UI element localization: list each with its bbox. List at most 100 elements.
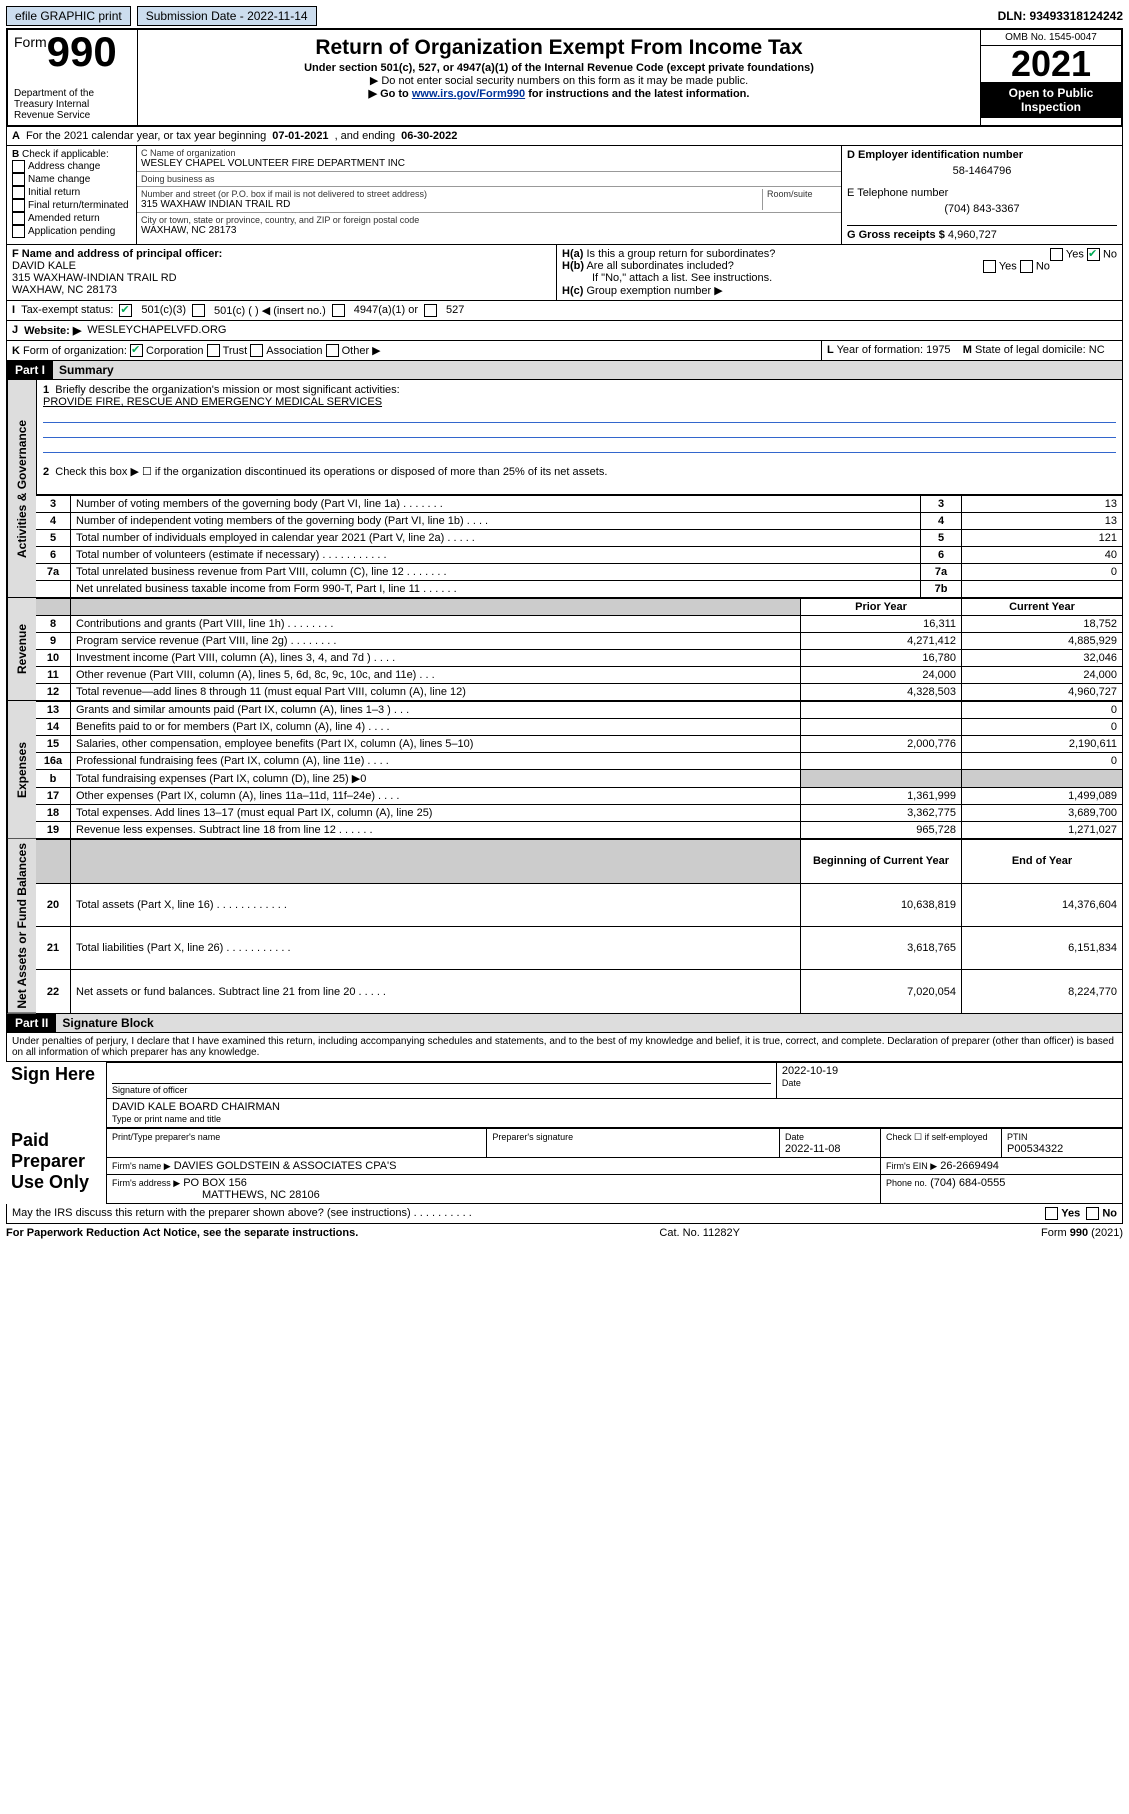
form-title: Return of Organization Exempt From Incom… (144, 36, 974, 60)
addr-lbl: Firm's address ▶ (112, 1178, 180, 1188)
dept-treasury: Department of the Treasury Internal Reve… (14, 88, 131, 121)
hb-yes[interactable] (983, 260, 996, 273)
opt-501c: 501(c) ( ) ◀ (insert no.) (214, 304, 326, 317)
sign-table: Sign Here Signature of officer 2022-10-1… (6, 1062, 1123, 1128)
opt-name: Name change (28, 174, 90, 185)
period-begin: 07-01-2021 (272, 130, 328, 142)
gov-table: 3Number of voting members of the governi… (36, 495, 1123, 598)
vlabel-gov: Activities & Governance (7, 380, 36, 598)
dn: No (1102, 1207, 1117, 1219)
firm-addr1: PO BOX 156 (183, 1177, 247, 1189)
chk-4947[interactable] (332, 304, 345, 317)
chk-pending[interactable] (12, 225, 25, 238)
discuss-txt: May the IRS discuss this return with the… (12, 1207, 472, 1219)
pdate: 2022-11-08 (785, 1143, 840, 1155)
chk-other[interactable] (326, 344, 339, 357)
room-lbl: Room/suite (767, 189, 837, 199)
tax-year: 2021 (981, 46, 1121, 82)
paid-table: Paid Preparer Use Only Print/Type prepar… (6, 1128, 1123, 1204)
m-lbl: State of legal domicile: (975, 344, 1086, 356)
form-header: Form990 Department of the Treasury Inter… (6, 28, 1123, 127)
opt-trust: Trust (223, 345, 248, 357)
mission-box: 1 Briefly describe the organization's mi… (36, 380, 1123, 495)
mission-lbl: Briefly describe the organization's miss… (55, 384, 399, 396)
part1-title: Summary (53, 361, 1122, 379)
submission-date-box: Submission Date - 2022-11-14 (137, 6, 317, 26)
l-lbl: Year of formation: (837, 344, 923, 356)
discuss-no[interactable] (1086, 1207, 1099, 1220)
opt-amended: Amended return (28, 213, 100, 224)
ha-yes[interactable] (1050, 248, 1063, 261)
period-end: 06-30-2022 (401, 130, 457, 142)
chk-501c3[interactable] (119, 304, 132, 317)
pdate-lbl: Date (785, 1132, 804, 1142)
footer: For Paperwork Reduction Act Notice, see … (6, 1227, 1123, 1239)
check-if-applicable: B Check if applicable: Address change Na… (7, 146, 137, 244)
org-name: WESLEY CHAPEL VOLUNTEER FIRE DEPARTMENT … (141, 158, 837, 169)
firm-phone: (704) 684-0555 (930, 1177, 1005, 1189)
psig-lbl: Preparer's signature (492, 1132, 573, 1142)
hb-no[interactable] (1020, 260, 1033, 273)
firm-ein: 26-2669494 (940, 1160, 999, 1172)
form-word: Form (14, 34, 47, 50)
chk-address[interactable] (12, 160, 25, 173)
website-val: WESLEYCHAPELVFD.ORG (87, 324, 226, 336)
period-mid: , and ending (335, 130, 396, 142)
line-a-period: A For the 2021 calendar year, or tax yea… (6, 127, 1123, 146)
opt-assoc: Association (266, 345, 322, 357)
sig-name-lbl: Type or print name and title (112, 1114, 221, 1124)
hb-lbl: Are all subordinates included? (586, 260, 733, 272)
efile-print-button[interactable]: efile GRAPHIC print (6, 6, 131, 26)
chk-corp[interactable] (130, 344, 143, 357)
sub3-post: for instructions and the latest informat… (525, 88, 749, 100)
phone-val: (704) 843-3367 (847, 199, 1117, 225)
org-info-block: B Check if applicable: Address change Na… (6, 146, 1123, 245)
opt-4947: 4947(a)(1) or (354, 304, 418, 316)
footer-mid: Cat. No. 11282Y (659, 1227, 740, 1239)
exp-block: Expenses 13Grants and similar amounts pa… (6, 701, 1123, 839)
dln-label: DLN: 93493318124242 (998, 9, 1123, 23)
chk-initial[interactable] (12, 186, 25, 199)
gross-val: 4,960,727 (948, 229, 997, 241)
l-val: 1975 (926, 344, 950, 356)
header-sub1: Under section 501(c), 527, or 4947(a)(1)… (144, 62, 974, 74)
sig-date-lbl: Date (782, 1078, 801, 1088)
discuss-row: May the IRS discuss this return with the… (6, 1204, 1123, 1224)
rev-table: Prior YearCurrent Year8Contributions and… (36, 598, 1123, 701)
part2-hdr: Part II (7, 1014, 56, 1032)
fphone-lbl: Phone no. (886, 1178, 927, 1188)
firm-lbl: Firm's name ▶ (112, 1161, 171, 1171)
chk-527[interactable] (424, 304, 437, 317)
officer-addr1: 315 WAXHAW-INDIAN TRAIL RD (12, 272, 177, 284)
sub3-pre: ▶ Go to (369, 88, 412, 100)
yes-txt2: Yes (999, 260, 1017, 272)
sign-here-lbl: Sign Here (6, 1062, 107, 1127)
chk-amended[interactable] (12, 212, 25, 225)
mission-val: PROVIDE FIRE, RESCUE AND EMERGENCY MEDIC… (43, 396, 382, 408)
chk-name[interactable] (12, 173, 25, 186)
g-gross-lbl: G Gross receipts $ (847, 229, 945, 241)
chk-501c[interactable] (192, 304, 205, 317)
ein-lbl: Firm's EIN ▶ (886, 1161, 937, 1171)
ha-no[interactable] (1087, 248, 1100, 261)
street-lbl: Number and street (or P.O. box if mail i… (141, 189, 762, 199)
yes-txt: Yes (1066, 248, 1084, 260)
e-phone-lbl: E Telephone number (847, 187, 1117, 199)
discuss-yes[interactable] (1045, 1207, 1058, 1220)
irs-link[interactable]: www.irs.gov/Form990 (412, 88, 525, 100)
ptin-lbl: PTIN (1007, 1132, 1028, 1142)
hc-lbl: Group exemption number ▶ (586, 285, 722, 297)
opt-initial: Initial return (28, 187, 80, 198)
h-note: If "No," attach a list. See instructions… (562, 272, 772, 284)
b-label: Check if applicable: (22, 149, 109, 160)
period-pre: For the 2021 calendar year, or tax year … (26, 130, 266, 142)
d-ein-lbl: D Employer identification number (847, 149, 1117, 161)
chk-trust[interactable] (207, 344, 220, 357)
no-txt: No (1103, 248, 1117, 260)
topbar: efile GRAPHIC print Submission Date - 20… (6, 6, 1123, 26)
vlabel-rev: Revenue (7, 598, 36, 701)
paid-lbl: Paid Preparer Use Only (6, 1128, 107, 1203)
row-i: I Tax-exempt status: 501(c)(3) 501(c) ( … (6, 301, 1123, 321)
chk-assoc[interactable] (250, 344, 263, 357)
chk-final[interactable] (12, 199, 25, 212)
